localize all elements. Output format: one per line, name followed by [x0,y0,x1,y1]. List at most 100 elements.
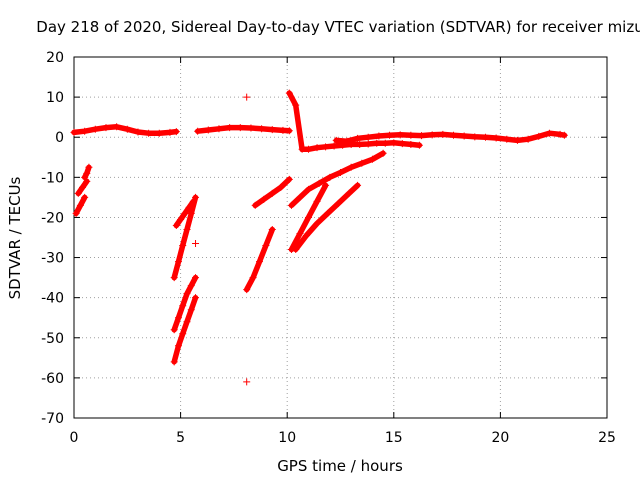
y-tick-label: 20 [46,50,64,66]
data-point [285,175,293,183]
data-point [347,140,355,148]
data-point [145,129,153,137]
data-point [396,131,404,139]
data-point [302,231,310,239]
series-arc-j [285,89,423,153]
data-point [185,203,193,211]
data-point [255,258,263,266]
data-point [428,131,436,139]
data-point [524,135,532,143]
series-arc-f [170,274,200,334]
data-point [386,131,394,139]
data-point [285,127,293,135]
data-point [305,185,313,193]
data-point [81,173,89,181]
data-point [535,132,543,140]
y-tick-label: -20 [41,210,64,226]
series-arc-k [287,149,387,209]
x-axis-label: GPS time / hours [277,457,403,475]
data-point [181,209,189,217]
data-point [268,126,276,134]
data-point [226,124,234,132]
data-point [174,258,182,266]
data-point [247,124,255,132]
data-point [102,124,110,132]
data-point [492,134,500,142]
data-point [313,144,321,152]
data-point [215,125,223,133]
data-point [76,201,84,209]
series-arc-e [172,197,197,229]
data-point [179,242,187,250]
data-point [123,125,131,133]
data-point [174,342,182,350]
data-point [183,318,191,326]
series-arc-l [287,181,330,254]
axis-ticks: 0 5 10 15 20 25 20 10 0 -10 -20 -30 -40 -50 -60 -70 [41,50,616,446]
data-point [179,302,187,310]
data-point [268,225,276,233]
data-point [277,183,285,191]
data-point [313,197,321,205]
series-baseline-early [70,123,180,137]
data-point [354,134,362,142]
data-point [192,240,200,248]
data-point [236,124,244,132]
data-point [326,173,334,181]
x-tick-label: 0 [70,430,79,446]
series-arc-a [72,193,89,217]
data-point [155,129,163,137]
data-point [556,130,564,138]
data-point [292,101,300,109]
y-axis-label: SDTVAR / TECUs [6,176,24,299]
series-baseline-mid [194,124,293,135]
data-point [292,246,300,254]
data-point [170,358,178,366]
data-point [79,183,87,191]
data-point [285,89,293,97]
series-trace [194,124,293,134]
series-trace [171,194,199,281]
x-tick-label: 10 [278,430,296,446]
data-point [347,163,355,171]
data-point [364,140,372,148]
data-point [74,189,82,197]
data-point [85,163,93,171]
data-point [560,131,568,139]
data-point [298,145,306,153]
y-tick-label: -40 [41,291,64,307]
series-outlier-upper [243,93,251,101]
series-baseline-late [332,129,568,145]
x-tick-label: 15 [385,430,403,446]
series-outlier-mid [192,240,200,248]
data-point [449,131,457,139]
data-point [324,209,332,217]
data-point [262,242,270,250]
data-point [243,93,251,101]
data-point [134,128,142,136]
series-arc-h [243,225,276,294]
data-point [187,306,195,314]
series-trace [171,294,199,365]
data-point [398,140,406,148]
data-point [381,139,389,147]
data-point [251,201,259,209]
data-point [172,221,180,229]
series-arc-i [251,175,293,209]
data-point [305,213,313,221]
data-point [258,125,266,133]
data-point [192,274,200,282]
data-point [183,225,191,233]
y-tick-label: 0 [55,130,64,146]
data-point [194,127,202,135]
x-tick-label: 25 [598,430,616,446]
data-point [390,139,398,147]
data-point [460,132,468,140]
data-point [339,141,347,149]
data-point [183,290,191,298]
data-point [330,142,338,150]
data-point [83,169,91,177]
data-point [260,195,268,203]
data-point [249,274,257,282]
